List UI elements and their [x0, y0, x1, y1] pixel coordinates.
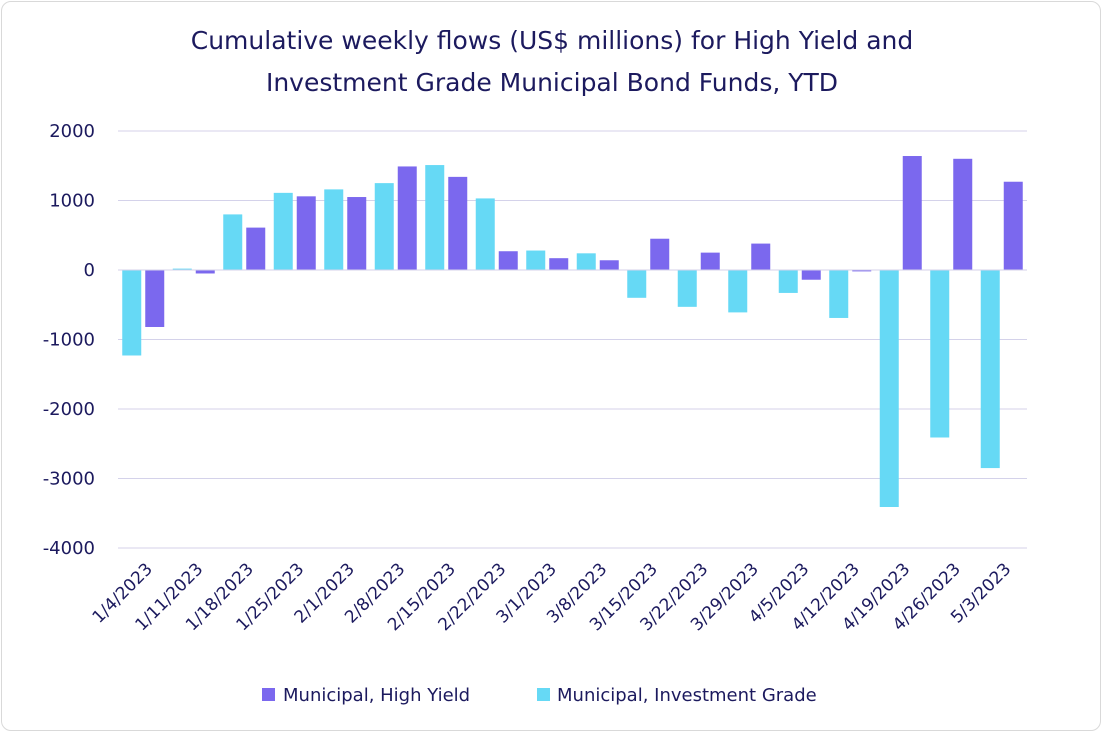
bar-investment-grade	[223, 214, 243, 270]
bar-investment-grade	[980, 270, 1000, 469]
bar-high-yield	[498, 251, 518, 270]
bar-high-yield	[296, 196, 316, 270]
y-tick-label: -4000	[43, 538, 95, 559]
y-tick-label: -3000	[43, 469, 95, 490]
bar-high-yield	[650, 238, 670, 270]
bar-investment-grade	[930, 270, 950, 438]
bar-high-yield	[599, 260, 619, 270]
chart-title: Cumulative weekly flows (US$ millions) f…	[0, 20, 1104, 104]
bar-investment-grade	[526, 250, 546, 270]
chart-title-line-2: Investment Grade Municipal Bond Funds, Y…	[265, 68, 839, 97]
bar-high-yield	[397, 166, 417, 270]
y-tick-label: -1000	[43, 330, 95, 351]
bar-investment-grade	[122, 270, 142, 356]
bar-high-yield	[195, 270, 215, 274]
bar-investment-grade	[829, 270, 849, 318]
bar-investment-grade	[728, 270, 748, 313]
bar-high-yield	[1003, 181, 1023, 270]
y-tick-label: -2000	[43, 399, 95, 420]
bar-high-yield	[902, 156, 922, 270]
bar-high-yield	[549, 258, 569, 270]
legend-label: Municipal, Investment Grade	[557, 685, 817, 706]
bar-investment-grade	[324, 189, 344, 270]
y-tick-label: 0	[84, 260, 95, 281]
bar-investment-grade	[172, 268, 192, 270]
y-tick-label: 1000	[49, 191, 95, 212]
bar-high-yield	[246, 227, 266, 270]
bar-high-yield	[953, 158, 973, 270]
bar-high-yield	[448, 176, 468, 270]
chart-title-line-1: Cumulative weekly flows (US$ millions) f…	[190, 26, 914, 55]
bar-investment-grade	[879, 270, 899, 507]
bar-high-yield	[700, 252, 720, 270]
bar-investment-grade	[425, 165, 445, 270]
bar-investment-grade	[374, 183, 394, 270]
bar-high-yield	[145, 270, 165, 327]
legend-swatch	[262, 688, 275, 701]
bar-high-yield	[751, 243, 771, 270]
legend-swatch	[537, 688, 550, 701]
bar-investment-grade	[627, 270, 647, 298]
y-tick-label: 2000	[49, 121, 95, 142]
bar-investment-grade	[677, 270, 697, 307]
bar-investment-grade	[778, 270, 798, 293]
legend-label: Municipal, High Yield	[283, 685, 470, 706]
bar-high-yield	[347, 197, 367, 270]
bar-investment-grade	[273, 192, 293, 270]
bar-high-yield	[801, 270, 821, 280]
bar-investment-grade	[475, 198, 495, 270]
bar-investment-grade	[576, 253, 596, 270]
bar-high-yield	[852, 270, 872, 272]
